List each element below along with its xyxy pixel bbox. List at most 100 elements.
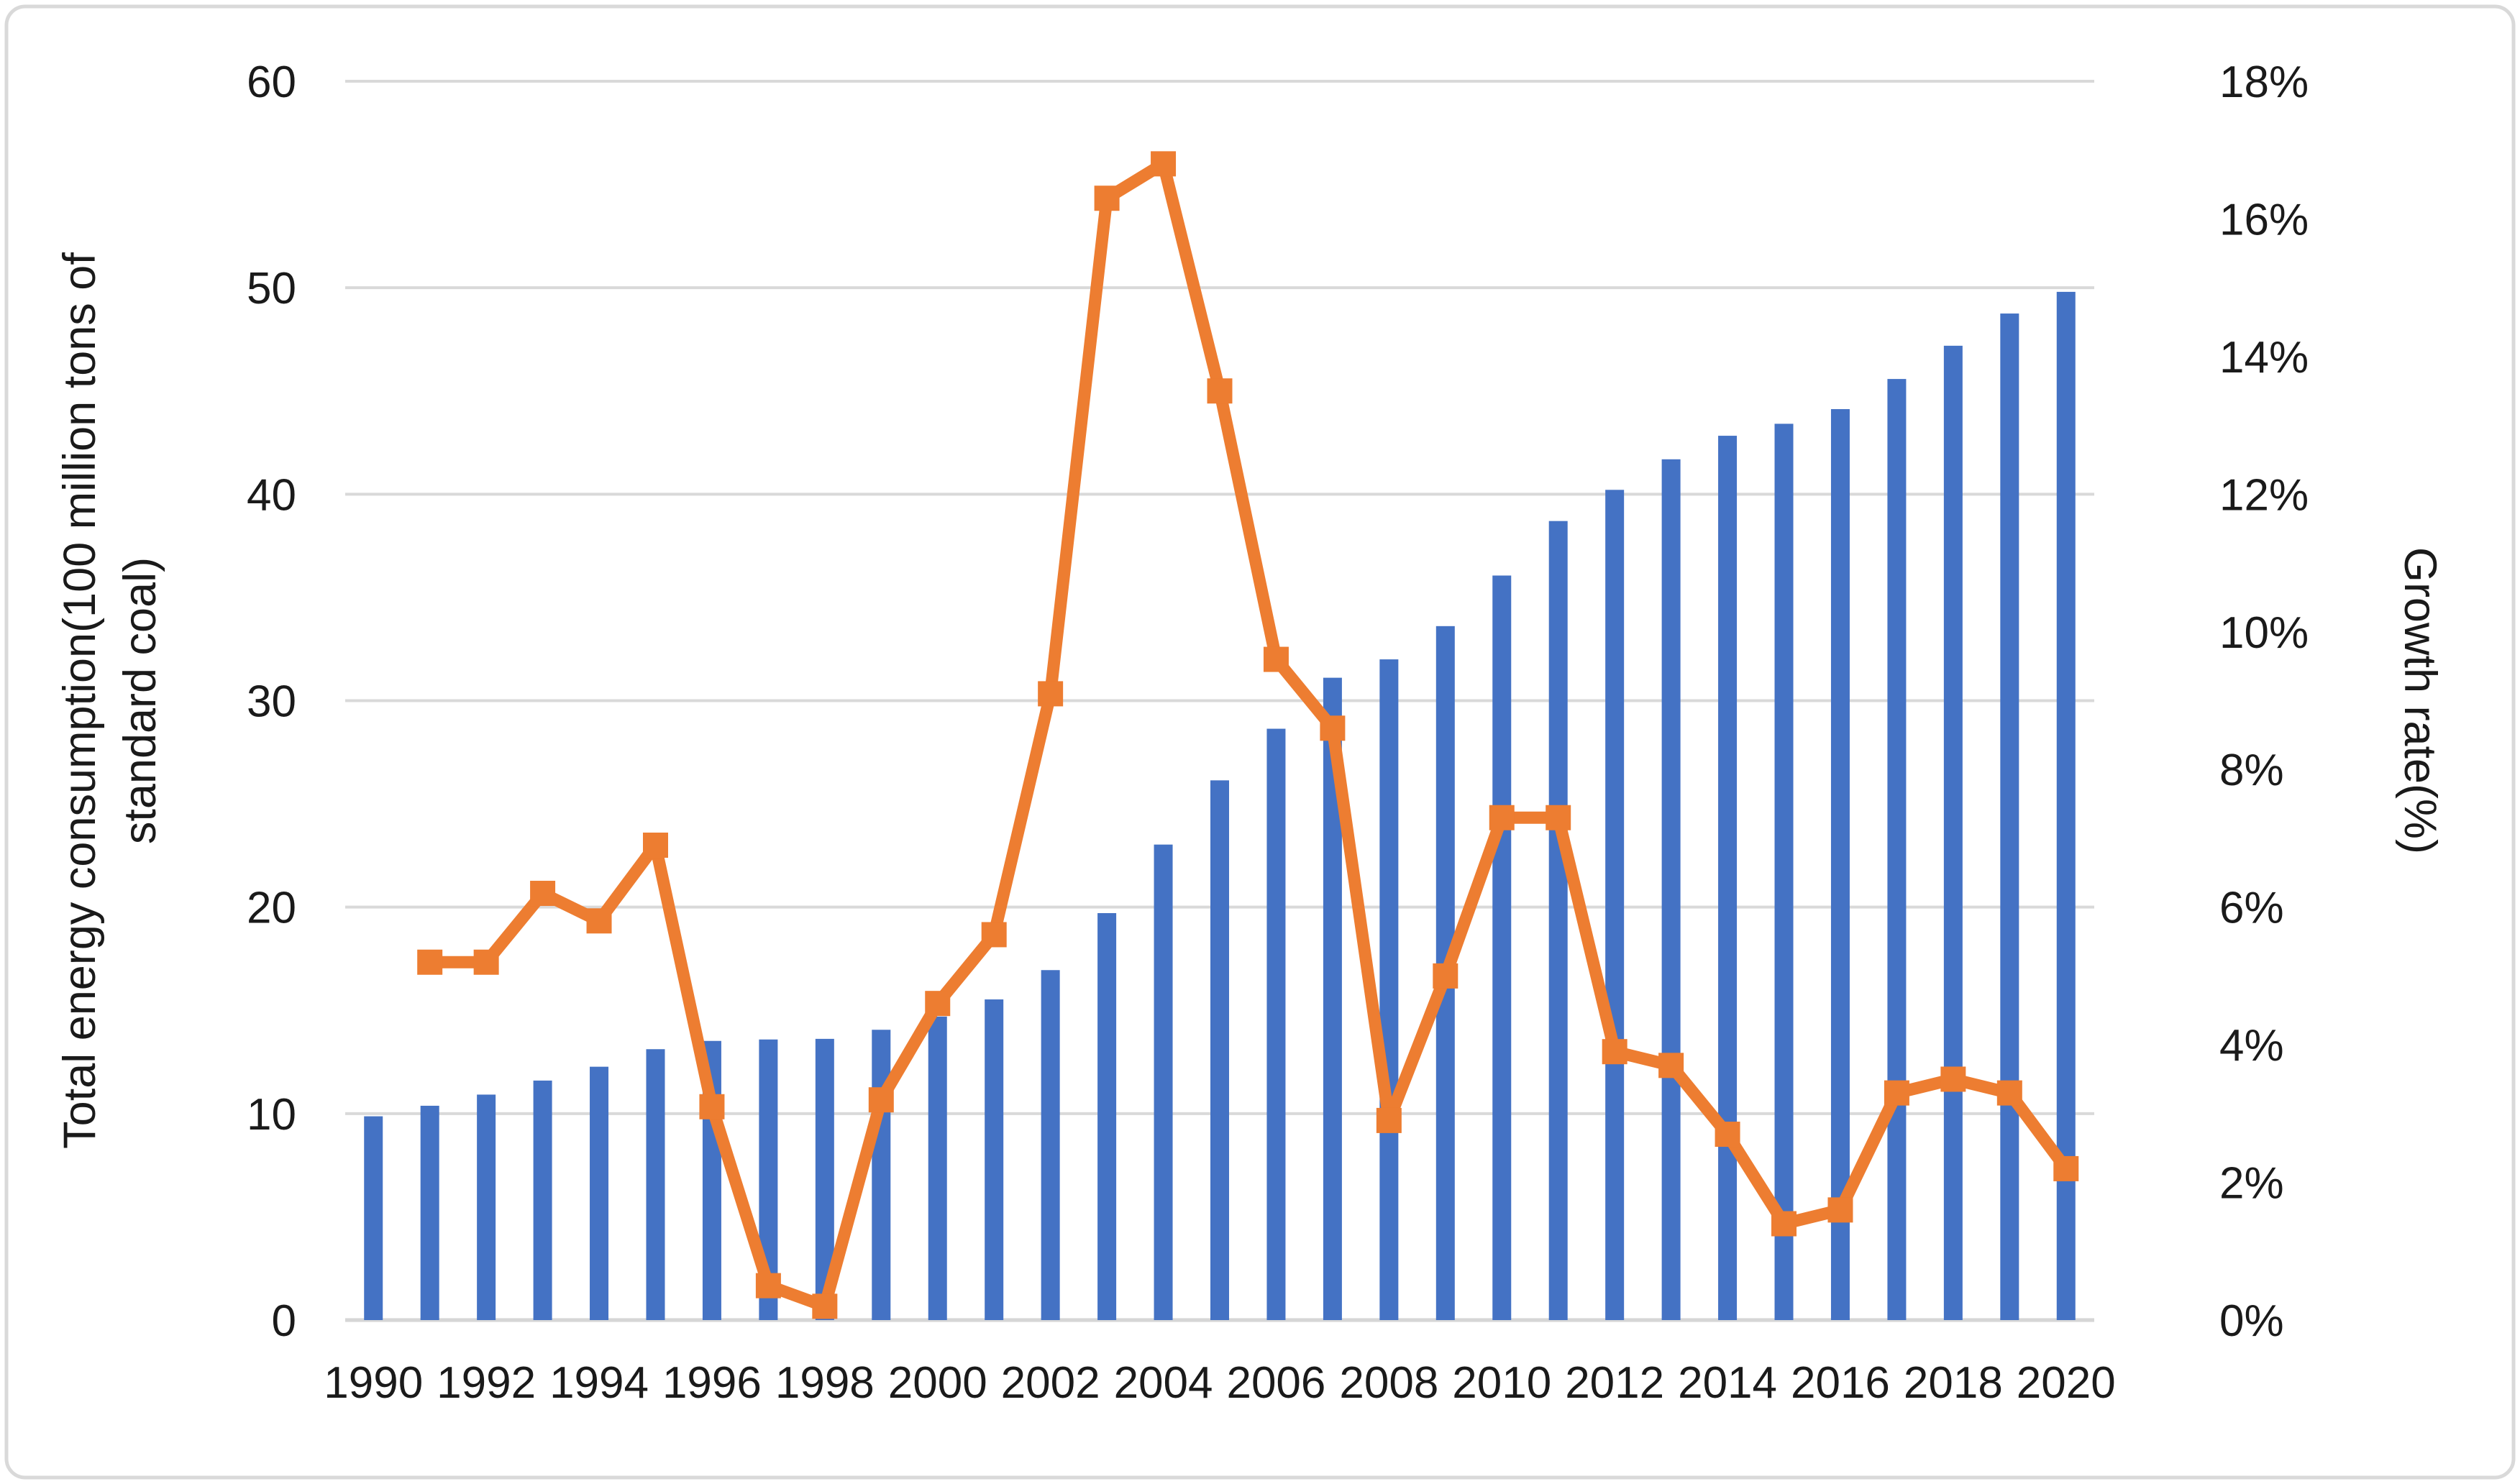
bar-2012	[1605, 490, 1625, 1320]
marker-2016	[1827, 1197, 1853, 1223]
right-tick-label-2%: 2%	[2219, 1159, 2284, 1209]
x-tick-label-1992: 1992	[437, 1358, 536, 1408]
bar-2019	[2000, 313, 2019, 1320]
bar-2015	[1774, 423, 1794, 1321]
bar-1990	[364, 1116, 383, 1320]
left-tick-label-30: 30	[247, 677, 296, 727]
right-tick-label-0%: 0%	[2219, 1296, 2284, 1346]
bar-1999	[872, 1030, 891, 1320]
marker-2012	[1602, 1039, 1628, 1065]
right-tick-label-16%: 16%	[2219, 195, 2309, 244]
bar-1992	[477, 1094, 496, 1320]
marker-1992	[473, 949, 499, 975]
marker-1994	[586, 908, 612, 934]
marker-2014	[1715, 1122, 1740, 1148]
right-tick-label-14%: 14%	[2219, 333, 2309, 383]
bar-1991	[420, 1105, 439, 1320]
growth-line-group	[417, 151, 2079, 1319]
marker-2015	[1771, 1211, 1797, 1237]
right-tick-label-18%: 18%	[2219, 58, 2309, 107]
marker-2001	[981, 922, 1007, 948]
x-tick-label-2006: 2006	[1226, 1358, 1325, 1408]
marker-1999	[868, 1087, 894, 1113]
marker-1997	[755, 1273, 781, 1298]
x-tick-label-2018: 2018	[1904, 1358, 2003, 1408]
bar-2002	[1041, 970, 1060, 1320]
x-tick-label-2004: 2004	[1114, 1358, 1213, 1408]
marker-1991	[417, 949, 443, 975]
x-tick-label-2014: 2014	[1678, 1358, 1777, 1408]
marker-1996	[699, 1094, 725, 1119]
marker-2020	[2053, 1155, 2079, 1181]
bar-1993	[533, 1080, 552, 1320]
marker-1993	[530, 881, 556, 907]
bar-2006	[1266, 728, 1286, 1320]
bar-1994	[590, 1066, 609, 1320]
x-tick-label-2002: 2002	[1001, 1358, 1100, 1408]
marker-2007	[1320, 715, 1346, 741]
bar-2016	[1830, 409, 1850, 1320]
bar-2001	[985, 999, 1004, 1320]
marker-2019	[1996, 1080, 2022, 1106]
right-tick-label-4%: 4%	[2219, 1021, 2284, 1071]
right-tick-label-12%: 12%	[2219, 470, 2309, 520]
left-tick-label-60: 60	[247, 58, 296, 107]
right-tick-label-10%: 10%	[2219, 608, 2309, 658]
left-axis-title-line1: Total energy consumption(100 million ton…	[55, 252, 105, 1149]
chart-outer-border	[4, 4, 2516, 1480]
bar-2020	[2056, 291, 2076, 1320]
left-axis-title-line2: standard coal)	[115, 557, 165, 844]
x-tick-label-2020: 2020	[2017, 1358, 2116, 1408]
x-tick-label-2012: 2012	[1565, 1358, 1664, 1408]
x-tick-label-1998: 1998	[775, 1358, 875, 1408]
x-tick-label-2010: 2010	[1452, 1358, 1551, 1408]
x-tick-label-1994: 1994	[549, 1358, 649, 1408]
left-axis-labels: 0 10 20 30 40 50 60	[247, 58, 296, 1346]
gridlines-group	[345, 80, 2094, 1322]
bar-2005	[1210, 780, 1229, 1320]
marker-2011	[1546, 805, 1571, 830]
marker-2018	[1940, 1066, 1966, 1092]
marker-2004	[1151, 151, 1177, 177]
left-tick-label-20: 20	[247, 884, 296, 933]
marker-2003	[1094, 186, 1120, 211]
bar-2014	[1718, 436, 1738, 1320]
marker-2006	[1263, 646, 1289, 672]
bar-1995	[646, 1049, 665, 1320]
x-tick-label-2016: 2016	[1791, 1358, 1890, 1408]
bars-group	[364, 291, 2076, 1321]
right-tick-label-6%: 6%	[2219, 884, 2284, 933]
marker-2002	[1038, 681, 1064, 707]
bar-2017	[1887, 379, 1907, 1320]
bar-2004	[1154, 844, 1173, 1320]
marker-2008	[1376, 1107, 1402, 1133]
x-tick-label-1990: 1990	[324, 1358, 423, 1408]
bar-2008	[1379, 659, 1399, 1320]
left-tick-label-50: 50	[247, 264, 296, 313]
marker-2009	[1433, 963, 1458, 989]
marker-1995	[642, 833, 668, 858]
bar-2018	[1943, 345, 1963, 1321]
bar-2010	[1492, 575, 1512, 1320]
x-tick-label-1996: 1996	[662, 1358, 762, 1408]
right-axis-title: Growth rate(%)	[2395, 547, 2445, 854]
right-axis-labels: 0% 2% 4% 6% 8% 10% 12% 14% 16% 18%	[2219, 58, 2309, 1346]
marker-2010	[1489, 805, 1515, 830]
bar-2013	[1661, 459, 1681, 1320]
right-tick-label-8%: 8%	[2219, 746, 2284, 795]
x-tick-label-2008: 2008	[1339, 1358, 1438, 1408]
left-tick-label-40: 40	[247, 470, 296, 520]
marker-1998	[812, 1293, 838, 1319]
marker-2017	[1884, 1080, 1909, 1106]
left-tick-label-0: 0	[272, 1296, 296, 1346]
bar-2011	[1548, 521, 1568, 1320]
marker-2005	[1207, 378, 1233, 404]
marker-2013	[1658, 1053, 1684, 1078]
bar-2003	[1097, 912, 1117, 1320]
marker-2000	[925, 991, 951, 1017]
x-tick-label-2000: 2000	[888, 1358, 987, 1408]
